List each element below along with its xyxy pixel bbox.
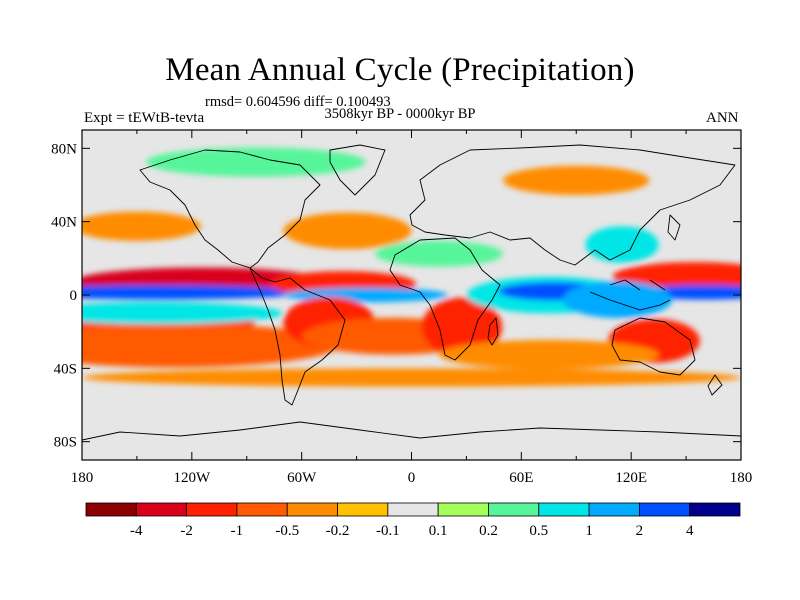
colorbar-swatch [488,502,540,517]
colorbar-swatch [437,502,489,517]
colorbar-label: -0.2 [326,523,350,539]
colorbar-label: -1 [231,523,244,539]
coast-eurasia [409,144,736,266]
x-tick-label: 60W [287,470,317,486]
region-itcz-pac-blue [82,284,307,300]
region-s-ind-orange [438,339,659,370]
coast-new-zealand [707,374,723,396]
x-tick-label: 60E [509,470,533,486]
coastlines [82,144,741,441]
y-tick-label: 40N [51,215,77,231]
colorbar-swatch [186,502,238,517]
colorbar-swatch [387,502,439,517]
y-tick-label: 40S [54,361,77,377]
colorbar-label: -0.5 [275,523,299,539]
x-tick-label: 0 [408,470,416,486]
colorbar-label: 1 [585,523,593,539]
colorbar-swatch [337,502,389,517]
stats-line: rmsd= 0.604596 diff= 0.100493 [205,94,391,110]
y-tick-label: 0 [70,288,78,304]
colorbar-label: 0.1 [429,523,448,539]
colorbar: -4 -2 -1 -0.5 -0.2 -0.1 0.1 0.2 0.5 1 2 4 [85,502,741,539]
coast-north-america [139,149,321,269]
region-sahara-green [374,240,504,267]
colorbar-swatch [638,502,691,517]
region-maritime-blue [562,281,673,318]
map-area [82,130,741,460]
x-tick-label: 180 [730,470,753,486]
period-label: 3508kyr BP - 0000kyr BP [324,106,476,122]
y-tick-label: 80S [54,435,77,451]
coast-indonesia [589,279,671,311]
chart-title: Mean Annual Cycle (Precipitation) [165,52,635,88]
colorbar-label: -4 [130,523,143,539]
x-tick-label: 120W [173,470,211,486]
coast-africa [389,237,501,361]
colorbar-label: 0.5 [529,523,548,539]
colorbar-label: -2 [180,523,193,539]
colorbar-swatch [85,502,137,517]
x-tick-label: 120E [615,470,647,486]
precip-field [82,147,741,387]
colorbar-swatch [286,502,338,517]
season-label: ANN [706,110,739,126]
colorbar-swatch [135,502,188,517]
x-tick-label: 180 [71,470,94,486]
coast-greenland [329,144,386,196]
colorbar-label: -0.1 [376,523,400,539]
region-s-ocean-orange [82,368,741,387]
experiment-label: Expt = tEWtB-tevta [84,110,205,126]
coast-antarctica [82,421,741,441]
axis-ticks [81,130,742,460]
axis-tick-labels: 180 120W 60W 0 60E 120E 180 80N 40N 0 40S 80S [51,141,752,486]
coast-japan [667,214,681,241]
colorbar-swatch [538,502,590,517]
coast-south-america [249,267,346,406]
colorbar-label: 2 [636,523,644,539]
region-china-cyan [585,226,659,263]
region-arctic-green [146,147,366,177]
coast-madagascar [487,317,499,346]
region-s-pac-orange [82,323,339,368]
region-africa-red [421,297,503,357]
region-s-pac-cyan [82,302,284,325]
region-n-atl-orange [283,212,412,250]
coast-australia [611,317,696,376]
region-siberia-orange [503,165,650,196]
colorbar-swatch [588,502,640,517]
colorbar-label: 4 [686,523,694,539]
y-tick-label: 80N [51,141,77,157]
colorbar-label: 0.2 [479,523,498,539]
colorbar-swatch [236,502,288,517]
region-n-pac-orange [82,211,201,241]
colorbar-swatch [689,502,741,517]
